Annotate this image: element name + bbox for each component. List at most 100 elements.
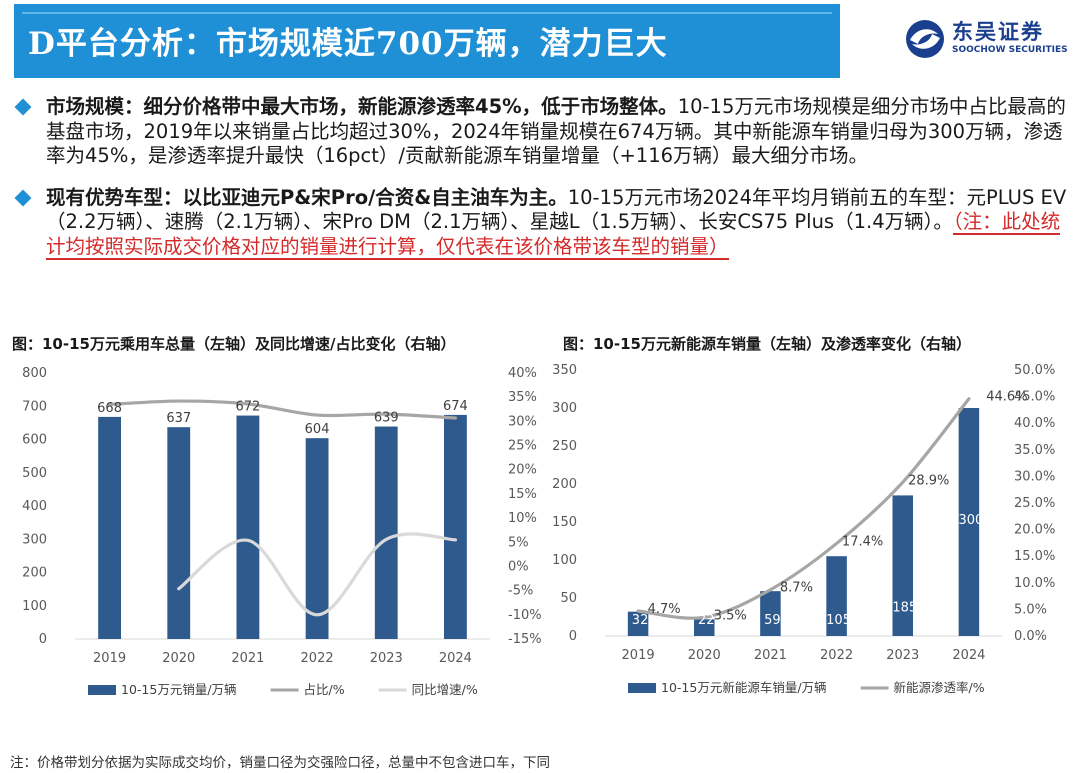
line-data-label: 28.9% bbox=[908, 473, 949, 488]
title-banner: D平台分析：市场规模近700万辆，潜力巨大 bbox=[14, 4, 840, 78]
bar bbox=[98, 416, 121, 639]
bar-data-label: 672 bbox=[236, 400, 261, 415]
y-right-tick-label: 15.0% bbox=[1014, 549, 1055, 564]
y-right-tick-label: 0.0% bbox=[1014, 629, 1047, 644]
bar bbox=[760, 591, 781, 636]
bar-data-label: 637 bbox=[166, 411, 191, 426]
y-left-tick-label: 400 bbox=[22, 499, 47, 514]
y-right-tick-label: 30% bbox=[508, 414, 537, 429]
y-right-tick-label: 15% bbox=[508, 487, 537, 502]
line-data-label: 3.5% bbox=[714, 608, 747, 623]
y-right-tick-label: 10.0% bbox=[1014, 576, 1055, 591]
y-right-tick-label: 5.0% bbox=[1014, 602, 1047, 617]
logo-text-en: SOOCHOW SECURITIES bbox=[952, 45, 1068, 55]
y-right-tick-label: 25% bbox=[508, 439, 537, 454]
y-right-tick-label: 25.0% bbox=[1014, 496, 1055, 511]
logo-text-cn: 东吴证券 bbox=[952, 20, 1044, 44]
bar-data-label: 639 bbox=[374, 411, 399, 426]
y-right-tick-label: 5% bbox=[508, 535, 529, 550]
line-data-label: 8.7% bbox=[780, 581, 813, 596]
y-right-tick-label: 35.0% bbox=[1014, 443, 1055, 458]
y-left-tick-label: 300 bbox=[552, 401, 577, 416]
x-tick-label: 2023 bbox=[886, 648, 919, 663]
legend-label: 10-15万元销量/万辆 bbox=[121, 682, 237, 697]
bar-data-label: 105 bbox=[826, 613, 851, 628]
x-tick-label: 2022 bbox=[820, 648, 853, 663]
y-left-tick-label: 300 bbox=[22, 532, 47, 547]
x-tick-label: 2019 bbox=[622, 648, 655, 663]
chart-total-sales: 0 100 200 300 400 500 600 700 800 -15% -10% -5% 0% 5%… bbox=[22, 366, 542, 697]
x-tick-label: 2020 bbox=[688, 648, 721, 663]
y-left-tick-label: 200 bbox=[22, 566, 47, 581]
legend-swatch bbox=[88, 685, 116, 695]
y-right-tick-label: 20.0% bbox=[1014, 523, 1055, 538]
series-line bbox=[636, 397, 971, 620]
diamond-bullet-icon bbox=[14, 189, 32, 206]
bar-data-label: 604 bbox=[305, 422, 330, 437]
chart-nev-sales: 0 50 100 150 200 250 300 350 0.0% 5.0% 10.0% 15.0% 2… bbox=[552, 363, 1055, 695]
legend-label: 新能源渗透率/% bbox=[894, 680, 985, 695]
bullet-models: 现有优势车型：以比亚迪元P&宋Pro/合资&自主油车为主。10-15万元市场20… bbox=[14, 186, 1074, 260]
legend-label: 10-15万元新能源车销量/万辆 bbox=[661, 680, 827, 695]
bar bbox=[167, 427, 191, 639]
y-right-tick-label: -15% bbox=[508, 632, 542, 647]
bar bbox=[627, 611, 649, 636]
diamond-bullet-icon bbox=[14, 98, 32, 116]
chart-title-left: 图：10-15万元乘用车总量（左轴）及同比增速/占比变化（右轴） bbox=[12, 335, 456, 353]
bar-data-label: 185 bbox=[892, 600, 917, 615]
bar bbox=[826, 556, 847, 636]
y-right-tick-label: 50.0% bbox=[1014, 363, 1055, 378]
y-right-tick-label: 40% bbox=[508, 366, 537, 381]
legend-label: 同比增速/% bbox=[412, 682, 478, 697]
y-right-tick-label: 0% bbox=[508, 559, 529, 574]
y-right-tick-label: 45.0% bbox=[1014, 390, 1055, 405]
bar bbox=[444, 414, 467, 639]
y-left-tick-label: 100 bbox=[22, 599, 47, 614]
x-tick-label: 2024 bbox=[952, 648, 985, 663]
footnote: 注：价格带划分依据为实际成交均价，销量口径为交强险口径，总量中不包含进口车，下同 bbox=[10, 755, 550, 771]
y-left-tick-label: 0 bbox=[39, 632, 47, 647]
y-right-tick-label: 30.0% bbox=[1014, 469, 1055, 484]
legend-swatch bbox=[628, 683, 656, 693]
y-left-tick-label: 600 bbox=[22, 433, 47, 448]
bar bbox=[892, 495, 914, 636]
x-tick-label: 2024 bbox=[439, 651, 472, 666]
chart-title-right: 图：10-15万元新能源车销量（左轴）及渗透率变化（右轴） bbox=[563, 335, 971, 353]
y-right-tick-label: 10% bbox=[508, 511, 537, 526]
page-title: D平台分析：市场规模近700万辆，潜力巨大 bbox=[28, 26, 668, 62]
x-tick-label: 2020 bbox=[162, 651, 195, 666]
y-left-tick-label: 50 bbox=[560, 591, 577, 606]
bar-data-label: 300 bbox=[959, 513, 984, 528]
bar-data-label: 32 bbox=[632, 613, 649, 628]
bullet-note: （注：此处统计均按照实际成交价格对应的销量进行计算，仅代表在该价格带该车型的销量… bbox=[46, 210, 1061, 260]
x-tick-label: 2021 bbox=[231, 651, 264, 666]
y-right-tick-label: 20% bbox=[508, 463, 537, 478]
bullet-heading: 市场规模：细分价格带中最大市场，新能源渗透率45%，低于市场整体。 bbox=[46, 95, 678, 118]
y-left-tick-label: 0 bbox=[569, 629, 577, 644]
bar-data-label: 674 bbox=[443, 399, 468, 414]
bar bbox=[305, 438, 329, 639]
legend-label: 占比/% bbox=[304, 682, 345, 697]
bar bbox=[958, 408, 980, 636]
line-data-label: 44.6% bbox=[986, 390, 1027, 405]
bar bbox=[236, 415, 260, 639]
bar bbox=[374, 426, 398, 639]
y-right-tick-label: 35% bbox=[508, 390, 537, 405]
bullet-list: 市场规模：细分价格带中最大市场，新能源渗透率45%，低于市场整体。10-15万元… bbox=[14, 95, 1074, 260]
bar bbox=[693, 619, 715, 636]
title-inner bbox=[22, 12, 832, 72]
bullet-body: 10-15万元市场规模是细分市场中占比最高的基盘市场，2019年以来销量占比均超… bbox=[46, 95, 1066, 167]
x-tick-label: 2022 bbox=[301, 651, 334, 666]
y-left-tick-label: 200 bbox=[552, 477, 577, 492]
bar-data-label: 59 bbox=[764, 613, 781, 628]
bullet-body: 10-15万元市场2024年平均月销前五的车型：元PLUS EV（2.2万辆）、… bbox=[46, 185, 1067, 234]
y-right-tick-label: -5% bbox=[508, 584, 533, 599]
line-data-label: 4.7% bbox=[648, 602, 681, 617]
bar-data-label: 22 bbox=[698, 613, 715, 628]
bullet-market-size: 市场规模：细分价格带中最大市场，新能源渗透率45%，低于市场整体。10-15万元… bbox=[14, 95, 1074, 169]
bullet-heading: 现有优势车型：以比亚迪元P&宋Pro/合资&自主油车为主。 bbox=[46, 185, 568, 209]
bar-data-label: 668 bbox=[97, 401, 122, 416]
y-left-tick-label: 500 bbox=[22, 466, 47, 481]
y-left-tick-label: 700 bbox=[22, 399, 47, 414]
x-tick-label: 2019 bbox=[93, 651, 126, 666]
